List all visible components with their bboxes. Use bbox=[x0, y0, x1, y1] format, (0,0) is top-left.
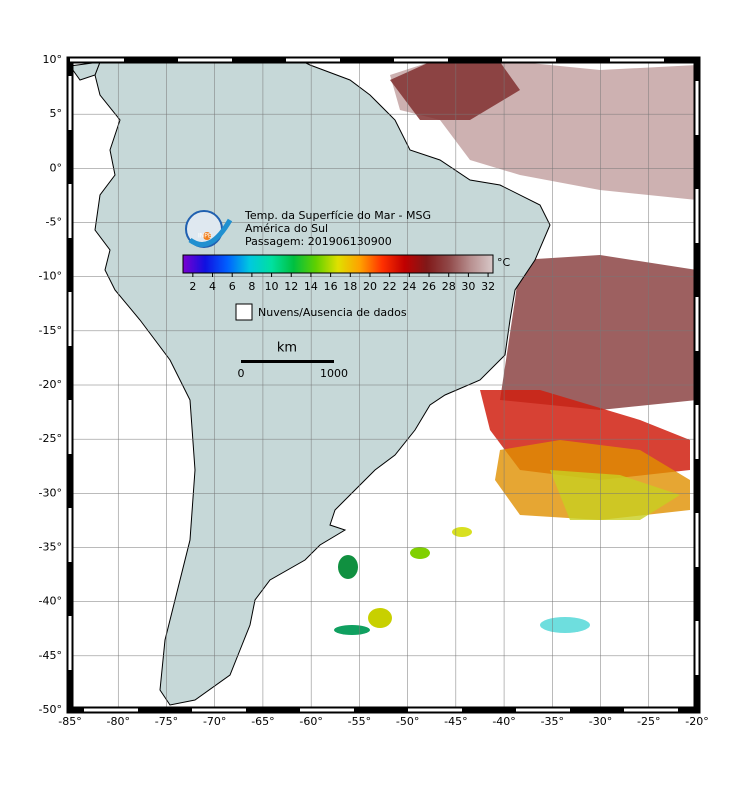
lat-tick-label: -35° bbox=[39, 541, 62, 554]
colorbar bbox=[182, 254, 494, 274]
lon-tick-label: -80° bbox=[106, 715, 129, 728]
colorbar-tick-label: 2 bbox=[189, 280, 196, 293]
colorbar-tick-label: 20 bbox=[363, 280, 377, 293]
colorbar-unit: °C bbox=[497, 256, 511, 269]
colorbar-tick-label: 8 bbox=[248, 280, 255, 293]
title-line: Temp. da Superfície do Mar - MSG bbox=[244, 209, 431, 222]
lat-tick-label: 5° bbox=[50, 107, 63, 120]
colorbar-tick-label: 12 bbox=[284, 280, 298, 293]
frame bbox=[66, 56, 701, 714]
lat-tick-label: -15° bbox=[39, 324, 62, 337]
lat-tick-label: -40° bbox=[39, 595, 62, 608]
legend-label: Nuvens/Ausencia de dados bbox=[258, 306, 407, 319]
lat-tick-label: -20° bbox=[39, 378, 62, 391]
lat-tick-label: 0° bbox=[50, 161, 63, 174]
lat-tick-label: -5° bbox=[46, 216, 62, 229]
lat-tick-label: -30° bbox=[39, 486, 62, 499]
lon-tick-label: -55° bbox=[348, 715, 371, 728]
colorbar-tick-label: 6 bbox=[229, 280, 236, 293]
lon-tick-label: -35° bbox=[541, 715, 564, 728]
lon-tick-label: -60° bbox=[299, 715, 322, 728]
colorbar-tick-label: 22 bbox=[383, 280, 397, 293]
lat-tick-label: -50° bbox=[39, 703, 62, 716]
colorbar-tick-label: 24 bbox=[402, 280, 416, 293]
lon-tick-label: -85° bbox=[58, 715, 81, 728]
lat-tick-label: -25° bbox=[39, 432, 62, 445]
logo: INPE bbox=[185, 210, 233, 248]
legend-swatch bbox=[235, 303, 253, 321]
lon-tick-label: -40° bbox=[492, 715, 515, 728]
colorbar-tick-label: 4 bbox=[209, 280, 216, 293]
logo-text: INPE bbox=[198, 233, 212, 240]
scale-unit: km bbox=[277, 341, 297, 356]
lat-tick-label: -45° bbox=[39, 649, 62, 662]
lon-tick-label: -65° bbox=[251, 715, 274, 728]
colorbar-tick-label: 32 bbox=[481, 280, 495, 293]
lat-tick-label: 10° bbox=[43, 53, 63, 66]
lon-tick-label: -50° bbox=[396, 715, 419, 728]
colorbar-tick-label: 28 bbox=[442, 280, 456, 293]
scale-label: 0 bbox=[238, 367, 245, 380]
colorbar-tick-label: 14 bbox=[304, 280, 318, 293]
lon-tick-label: -30° bbox=[589, 715, 612, 728]
lon-tick-label: -75° bbox=[155, 715, 178, 728]
colorbar-tick-label: 26 bbox=[422, 280, 436, 293]
lat-tick-label: -10° bbox=[39, 270, 62, 283]
title-line: Passagem: 201906130900 bbox=[245, 235, 392, 248]
colorbar-tick-label: 16 bbox=[324, 280, 338, 293]
scale-label: 1000 bbox=[320, 367, 348, 380]
lon-tick-label: -45° bbox=[444, 715, 467, 728]
colorbar-tick-label: 18 bbox=[343, 280, 357, 293]
lon-tick-label: -20° bbox=[685, 715, 708, 728]
scale-bar bbox=[241, 360, 334, 363]
colorbar-tick-label: 10 bbox=[265, 280, 279, 293]
title-line: América do Sul bbox=[245, 222, 328, 235]
colorbar-tick-label: 30 bbox=[461, 280, 475, 293]
lon-tick-label: -70° bbox=[203, 715, 226, 728]
lon-tick-label: -25° bbox=[637, 715, 660, 728]
sst-field bbox=[334, 62, 697, 635]
